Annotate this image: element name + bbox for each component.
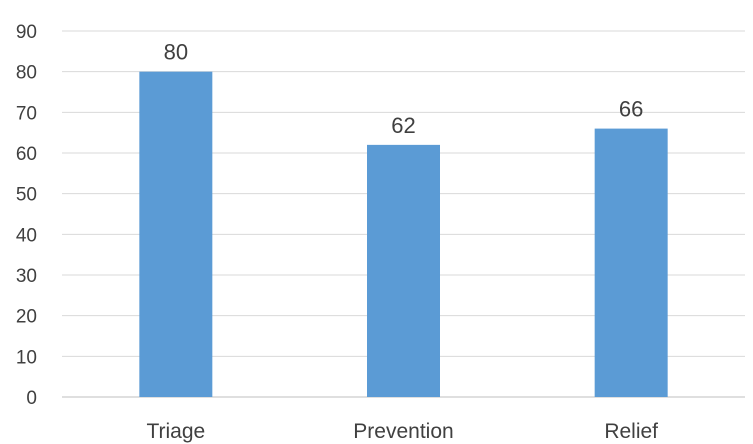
bar	[594, 128, 668, 397]
x-category-label: Triage	[146, 420, 205, 443]
data-label: 66	[619, 97, 643, 122]
y-tick-label: 60	[16, 144, 37, 165]
y-axis-tick-labels: 0 10 20 30 40 50 60 70 80 90	[16, 22, 37, 409]
y-tick-label: 0	[26, 388, 37, 409]
y-tick-label: 70	[16, 103, 37, 124]
bar	[367, 144, 440, 397]
y-tick-label: 30	[16, 266, 37, 287]
x-category-label: Relief	[604, 420, 658, 443]
y-tick-label: 10	[16, 347, 37, 368]
data-labels: 80 62 66	[164, 40, 644, 138]
bars	[139, 71, 668, 398]
x-category-label: Prevention	[353, 420, 453, 443]
y-tick-label: 20	[16, 307, 37, 328]
y-tick-label: 90	[16, 22, 37, 43]
y-tick-label: 40	[16, 225, 37, 246]
data-label: 62	[391, 113, 415, 138]
y-tick-label: 80	[16, 63, 37, 84]
x-axis-category-labels: Triage Prevention Relief	[146, 420, 658, 443]
data-label: 80	[164, 40, 188, 65]
y-tick-label: 50	[16, 185, 37, 206]
bar	[139, 71, 213, 398]
